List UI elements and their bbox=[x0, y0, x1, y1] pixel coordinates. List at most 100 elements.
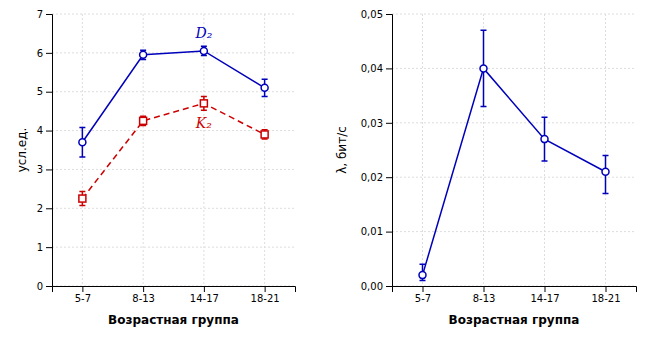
y-tick: 0,03 bbox=[361, 118, 392, 129]
y-tick: 0,04 bbox=[361, 63, 392, 74]
series-line bbox=[82, 51, 264, 142]
y-tick-label: 6 bbox=[37, 48, 43, 59]
y-tick-label: 0 bbox=[37, 281, 43, 292]
error-bar bbox=[262, 79, 268, 96]
x-tick-mark bbox=[265, 286, 266, 292]
marker bbox=[480, 65, 487, 72]
y-tick-mark bbox=[386, 286, 392, 287]
y-tick-label: 0,01 bbox=[361, 226, 383, 237]
series-label: D₂ bbox=[194, 25, 212, 41]
error-bar bbox=[542, 117, 548, 161]
error-bar bbox=[481, 30, 487, 106]
panel: 012345675-78-1314-1718-21Возрастная груп… bbox=[15, 9, 296, 327]
error-bar bbox=[420, 264, 426, 280]
x-tick: 5-7 bbox=[415, 286, 431, 304]
series-labels: D₂K₂ bbox=[194, 25, 212, 131]
y-tick-label: 7 bbox=[37, 9, 43, 20]
x-tick-mark bbox=[545, 286, 546, 292]
y-tick-mark bbox=[386, 123, 392, 124]
y-tick-label: 2 bbox=[37, 203, 43, 214]
y-tick-label: 3 bbox=[37, 164, 43, 175]
marker bbox=[200, 47, 207, 54]
grid-line-x bbox=[605, 14, 606, 286]
grid-line-x bbox=[422, 14, 423, 286]
plot-area bbox=[419, 30, 609, 280]
grid-line-y bbox=[392, 122, 636, 123]
x-tick-label: 5-7 bbox=[415, 293, 431, 304]
y-tick-mark bbox=[386, 14, 392, 15]
y-tick: 0,00 bbox=[361, 281, 392, 292]
panel: 0,00 0,01 0,02 0,03 0,04 0,05 5-7 8-13 14-17 18-2… bbox=[335, 9, 637, 327]
series-line bbox=[82, 103, 264, 198]
y-tick: 3 bbox=[37, 164, 52, 175]
marker bbox=[140, 51, 147, 58]
x-tick-mark bbox=[423, 286, 424, 292]
x-tick-mark bbox=[484, 286, 485, 292]
x-axis: 5-7 8-13 14-17 18-21 bbox=[393, 286, 637, 304]
x-tick: 18-21 bbox=[591, 286, 620, 304]
grid bbox=[392, 14, 636, 286]
series bbox=[419, 30, 609, 280]
x-tick-label: 14-17 bbox=[190, 293, 219, 304]
x-axis-line bbox=[53, 287, 296, 293]
y-axis-title: λ, бит/с bbox=[335, 126, 349, 174]
y-tick: 5 bbox=[37, 86, 52, 97]
grid-line-y bbox=[52, 91, 295, 92]
y-tick: 6 bbox=[37, 48, 52, 59]
y-tick-label: 4 bbox=[37, 125, 43, 136]
series bbox=[79, 96, 268, 205]
y-tick: 0,02 bbox=[361, 172, 392, 183]
y-axis-line bbox=[46, 15, 53, 287]
marker bbox=[261, 131, 268, 138]
error-bar bbox=[201, 46, 207, 55]
y-tick-mark bbox=[46, 286, 52, 287]
grid-line-y bbox=[52, 247, 295, 248]
x-tick: 8-13 bbox=[132, 286, 155, 304]
y-tick-label: 5 bbox=[37, 86, 43, 97]
y-tick-mark bbox=[46, 169, 52, 170]
y-tick-label: 0,02 bbox=[361, 172, 383, 183]
y-axis-line bbox=[386, 15, 393, 287]
y-tick-mark bbox=[46, 53, 52, 54]
x-tick-label: 14-17 bbox=[530, 293, 559, 304]
y-tick-label: 0,05 bbox=[361, 9, 383, 20]
y-tick: 0 bbox=[37, 281, 52, 292]
error-bar bbox=[79, 192, 85, 206]
y-tick: 0,05 bbox=[361, 9, 392, 20]
marker bbox=[79, 195, 86, 202]
x-tick: 18-21 bbox=[251, 286, 280, 304]
y-tick-label: 1 bbox=[37, 242, 43, 253]
grid-line-y bbox=[392, 231, 636, 232]
marker bbox=[541, 136, 548, 143]
y-tick-label: 0,04 bbox=[361, 63, 383, 74]
x-axis-title: Возрастная группа bbox=[449, 313, 580, 327]
x-tick: 8-13 bbox=[473, 286, 496, 304]
y-tick-label: 0,00 bbox=[361, 281, 383, 292]
y-tick: 1 bbox=[37, 242, 52, 253]
marker bbox=[140, 117, 147, 124]
grid bbox=[52, 14, 295, 286]
plot-area bbox=[79, 46, 268, 205]
grid-line-y bbox=[392, 177, 636, 178]
grid-line-y bbox=[52, 14, 295, 15]
error-bar bbox=[140, 116, 146, 125]
x-tick-label: 8-13 bbox=[473, 293, 496, 304]
error-bar bbox=[79, 127, 85, 157]
x-tick-mark bbox=[606, 286, 607, 292]
marker bbox=[419, 272, 426, 279]
x-tick: 14-17 bbox=[530, 286, 559, 304]
x-tick-mark bbox=[204, 286, 205, 292]
marker bbox=[200, 100, 207, 107]
grid-line-y bbox=[52, 169, 295, 170]
error-bar bbox=[603, 155, 609, 193]
grid-line-y bbox=[52, 208, 295, 209]
y-tick-mark bbox=[46, 92, 52, 93]
error-bar bbox=[140, 50, 146, 59]
grid-line-y bbox=[392, 68, 636, 69]
y-tick: 7 bbox=[37, 9, 52, 20]
y-tick: 0,01 bbox=[361, 226, 392, 237]
series bbox=[79, 46, 268, 157]
x-tick-label: 18-21 bbox=[591, 293, 620, 304]
error-bar bbox=[201, 96, 207, 110]
x-axis: 5-78-1314-1718-21 bbox=[53, 286, 296, 304]
